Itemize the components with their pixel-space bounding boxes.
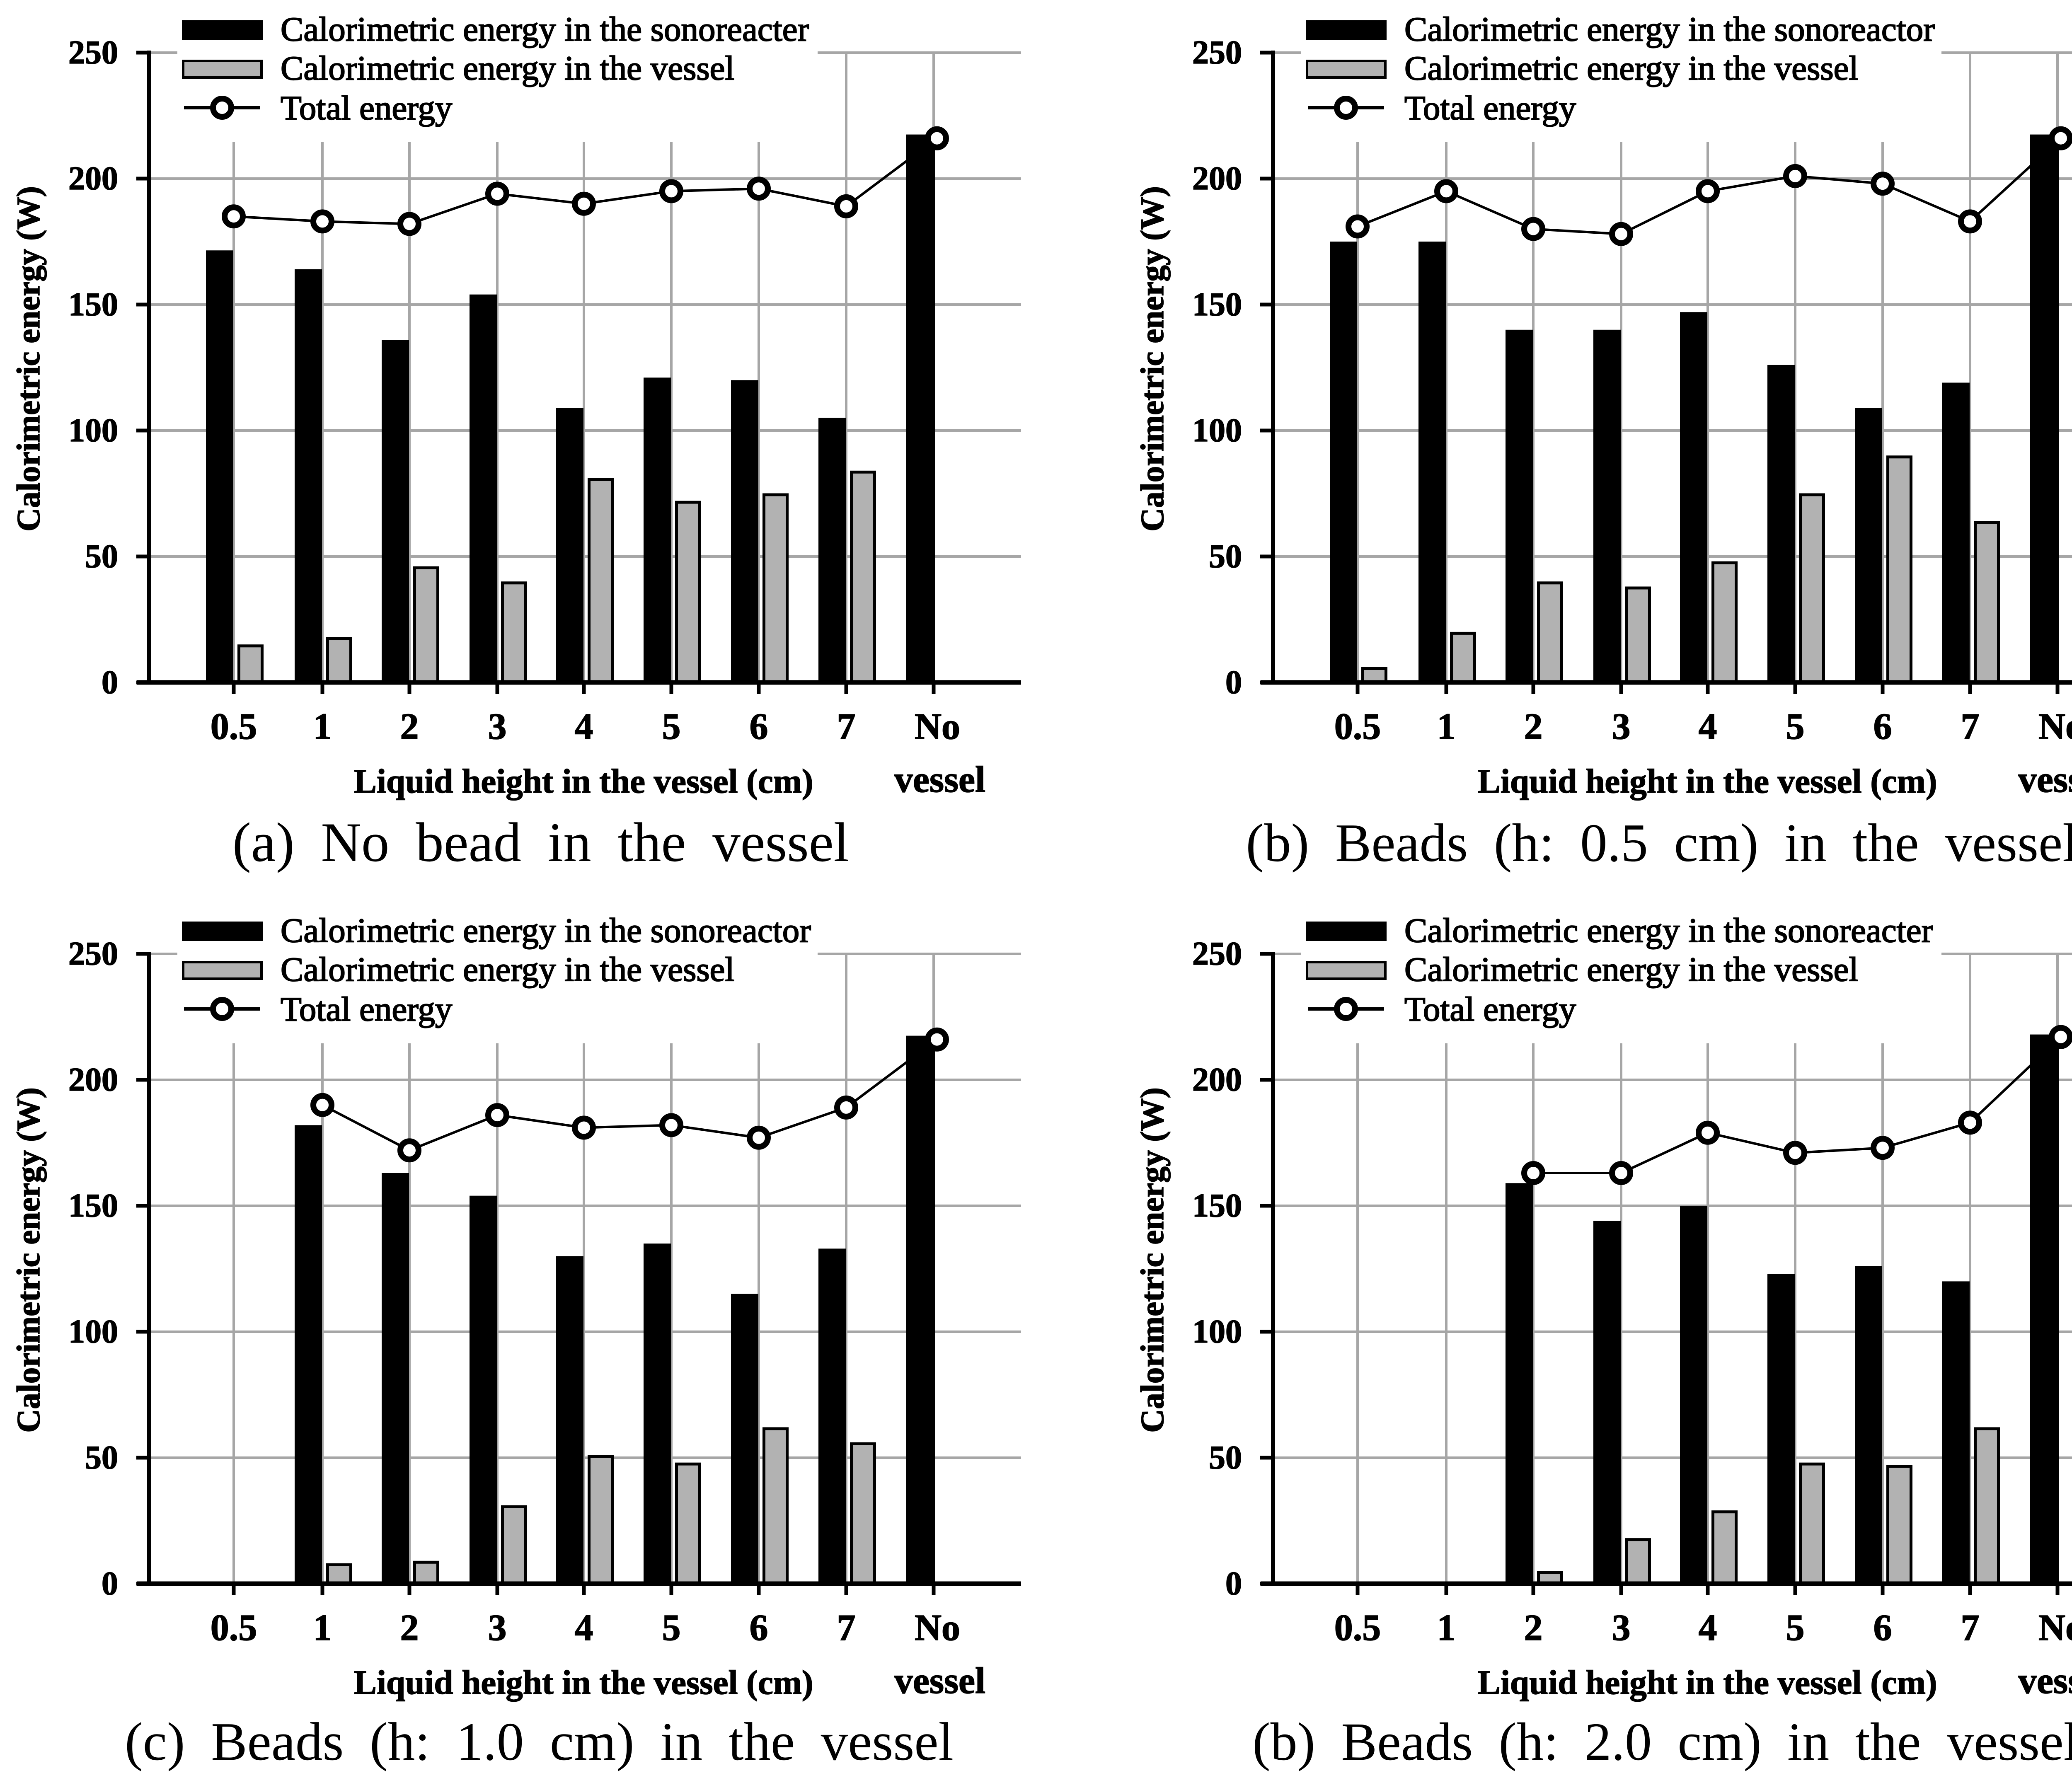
svg-text:Calorimetric energy (W): Calorimetric energy (W) — [1135, 186, 1171, 532]
svg-text:150: 150 — [68, 1188, 118, 1224]
svg-text:200: 200 — [1192, 1062, 1242, 1098]
svg-text:(c) Beads (h: 1.0 cm) in the v: (c) Beads (h: 1.0 cm) in the vessel — [125, 1712, 954, 1772]
svg-text:0: 0 — [102, 1565, 118, 1602]
svg-text:Total energy: Total energy — [1404, 89, 1576, 127]
svg-text:200: 200 — [68, 1062, 118, 1098]
svg-text:vessel: vessel — [2018, 759, 2072, 800]
svg-text:vessel: vessel — [2018, 1660, 2072, 1701]
svg-text:0.5: 0.5 — [1334, 706, 1381, 747]
svg-text:150: 150 — [68, 286, 118, 323]
svg-text:0.5: 0.5 — [211, 706, 257, 747]
svg-text:6: 6 — [750, 706, 768, 747]
svg-text:6: 6 — [1874, 706, 1892, 747]
svg-text:2: 2 — [1524, 1607, 1543, 1648]
svg-text:100: 100 — [68, 1314, 118, 1350]
svg-text:4: 4 — [1699, 706, 1717, 747]
svg-text:(a) No bead in the vessel: (a) No bead in the vessel — [232, 812, 849, 873]
svg-text:Liquid height in the vessel (c: Liquid height in the vessel (cm) — [353, 762, 813, 800]
svg-text:1: 1 — [1437, 706, 1456, 747]
svg-text:6: 6 — [1874, 1607, 1892, 1648]
svg-text:vessel: vessel — [894, 1660, 985, 1701]
svg-text:Calorimetric energy in the ves: Calorimetric energy in the vessel — [281, 950, 735, 988]
svg-text:100: 100 — [1192, 412, 1242, 449]
svg-text:7: 7 — [1961, 706, 1980, 747]
svg-text:250: 250 — [1192, 936, 1242, 972]
svg-text:200: 200 — [68, 160, 118, 197]
svg-text:2: 2 — [400, 706, 419, 747]
svg-text:Liquid height in the vessel (c: Liquid height in the vessel (cm) — [353, 1663, 813, 1701]
svg-text:5: 5 — [1786, 1607, 1805, 1648]
svg-text:No: No — [2038, 706, 2072, 747]
svg-text:0: 0 — [1225, 1565, 1242, 1602]
svg-text:50: 50 — [1209, 538, 1242, 575]
svg-text:6: 6 — [750, 1607, 768, 1648]
svg-text:150: 150 — [1192, 1188, 1242, 1224]
svg-text:4: 4 — [1699, 1607, 1717, 1648]
svg-text:100: 100 — [68, 412, 118, 449]
svg-text:3: 3 — [488, 1607, 507, 1648]
svg-text:0: 0 — [1225, 664, 1242, 701]
svg-text:Calorimetric energy (W): Calorimetric energy (W) — [11, 1087, 47, 1433]
svg-text:1: 1 — [313, 1607, 332, 1648]
svg-text:Calorimetric energy in the son: Calorimetric energy in the sonoreacter — [1404, 911, 1933, 949]
svg-text:4: 4 — [575, 1607, 593, 1648]
svg-text:3: 3 — [1612, 706, 1631, 747]
svg-text:No: No — [915, 1607, 960, 1648]
svg-text:100: 100 — [1192, 1314, 1242, 1350]
svg-text:Liquid height in the vessel (c: Liquid height in the vessel (cm) — [1477, 1663, 1937, 1701]
svg-text:250: 250 — [1192, 34, 1242, 71]
svg-text:5: 5 — [662, 706, 681, 747]
svg-text:5: 5 — [1786, 706, 1805, 747]
svg-text:1: 1 — [313, 706, 332, 747]
svg-text:0.5: 0.5 — [211, 1607, 257, 1648]
svg-text:50: 50 — [85, 1439, 118, 1476]
svg-text:50: 50 — [1209, 1439, 1242, 1476]
svg-text:3: 3 — [488, 706, 507, 747]
svg-text:Total energy: Total energy — [1404, 990, 1576, 1028]
svg-text:0.5: 0.5 — [1334, 1607, 1381, 1648]
svg-text:2: 2 — [1524, 706, 1543, 747]
svg-text:150: 150 — [1192, 286, 1242, 323]
svg-text:Calorimetric energy in the son: Calorimetric energy in the sonoreactor — [281, 911, 811, 949]
svg-text:2: 2 — [400, 1607, 419, 1648]
svg-text:Total energy: Total energy — [281, 990, 453, 1028]
svg-text:Calorimetric energy in the son: Calorimetric energy in the sonoreacter — [281, 10, 809, 48]
svg-text:4: 4 — [575, 706, 593, 747]
svg-text:vessel: vessel — [894, 759, 985, 800]
svg-text:5: 5 — [662, 1607, 681, 1648]
svg-text:0: 0 — [102, 664, 118, 701]
svg-text:200: 200 — [1192, 160, 1242, 197]
svg-text:Calorimetric energy in the ves: Calorimetric energy in the vessel — [1404, 49, 1859, 87]
svg-text:50: 50 — [85, 538, 118, 575]
svg-text:Calorimetric energy in the ves: Calorimetric energy in the vessel — [281, 49, 735, 87]
svg-text:Total energy: Total energy — [281, 89, 453, 127]
svg-text:(b) Beads (h: 2.0 cm) in the v: (b) Beads (h: 2.0 cm) in the vessel — [1252, 1712, 2072, 1772]
svg-text:3: 3 — [1612, 1607, 1631, 1648]
svg-text:250: 250 — [68, 936, 118, 972]
svg-text:(b) Beads (h: 0.5 cm) in the v: (b) Beads (h: 0.5 cm) in the vessel — [1246, 813, 2072, 873]
svg-text:7: 7 — [837, 706, 856, 747]
svg-text:Calorimetric energy in the ves: Calorimetric energy in the vessel — [1404, 950, 1859, 988]
svg-text:1: 1 — [1437, 1607, 1456, 1648]
svg-text:7: 7 — [837, 1607, 856, 1648]
svg-text:Calorimetric energy in the son: Calorimetric energy in the sonoreactor — [1404, 10, 1935, 48]
svg-text:No: No — [915, 706, 960, 747]
svg-text:Calorimetric energy (W): Calorimetric energy (W) — [1135, 1087, 1171, 1433]
svg-text:No: No — [2038, 1607, 2072, 1648]
svg-text:Calorimetric energy (W): Calorimetric energy (W) — [11, 186, 47, 532]
svg-text:Liquid height in the vessel (c: Liquid height in the vessel (cm) — [1477, 762, 1937, 800]
svg-text:7: 7 — [1961, 1607, 1980, 1648]
svg-text:250: 250 — [68, 34, 118, 71]
